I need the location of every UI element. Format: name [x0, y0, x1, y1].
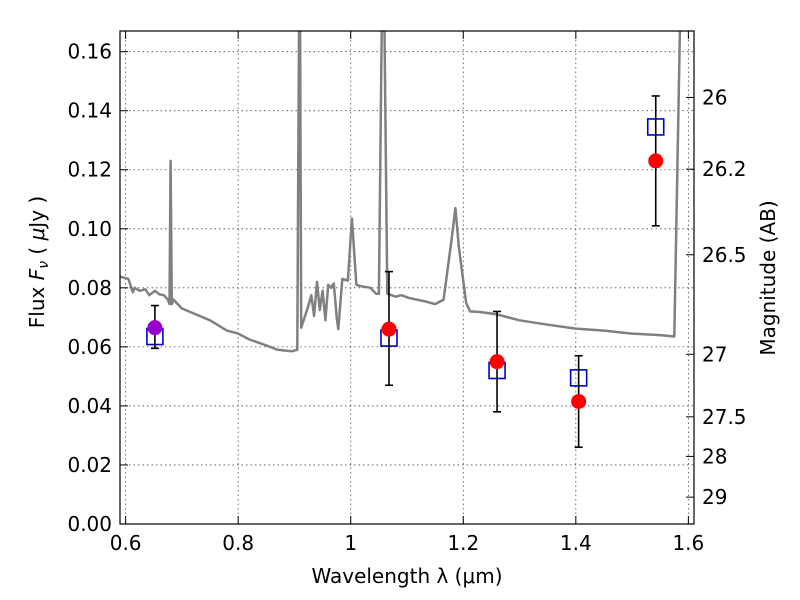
right-tick-label: 26.5 [702, 243, 747, 267]
y-axis-title: Flux Fν ( μJy ) [25, 196, 52, 328]
right-axis-title: Magnitude (AB) [756, 200, 780, 355]
axes-layer: 0.6 0.8 1 1.2 1.4 1.6 0.00 0.02 0.04 0.06 0.08 0.10… [67, 31, 747, 555]
y-tick-label: 0.00 [67, 512, 112, 536]
x-tick-label: 1.6 [672, 531, 704, 555]
right-tick-label: 26 [702, 85, 727, 109]
plot-frame [119, 30, 695, 525]
model-flux-circle-marker [648, 153, 664, 169]
y-tick-label: 0.10 [67, 217, 112, 241]
right-tick-label: 29 [702, 485, 727, 509]
x-axis-title: Wavelength λ (μm) [311, 564, 502, 588]
model-layer [120, 31, 682, 353]
x-tick-label: 1 [344, 531, 357, 555]
model-flux-circle-marker [571, 393, 587, 409]
x-tick-label: 0.8 [222, 531, 254, 555]
data-layer [146, 95, 665, 449]
right-tick-label: 28 [702, 444, 727, 468]
x-tick-label: 1.4 [560, 531, 592, 555]
y-tick-label: 0.16 [67, 40, 112, 64]
y-tick-label: 0.04 [67, 394, 112, 418]
y-tick-label: 0.06 [67, 335, 112, 359]
right-tick-label: 26.2 [702, 157, 747, 181]
model-flux-circle-marker [147, 320, 163, 336]
y-tick-label: 0.12 [67, 158, 112, 182]
right-tick-label: 27 [702, 342, 727, 366]
x-tick-label: 0.6 [110, 531, 142, 555]
x-tick-label: 1.2 [447, 531, 479, 555]
model-flux-circle-marker [381, 321, 397, 337]
right-tick-label: 27.5 [702, 405, 747, 429]
y-tick-label: 0.14 [67, 99, 112, 123]
y-tick-label: 0.02 [67, 453, 112, 477]
y-tick-label: 0.08 [67, 276, 112, 300]
model-flux-circle-marker [489, 354, 505, 370]
grid-layer [120, 31, 694, 525]
sed-model-line [120, 31, 682, 353]
